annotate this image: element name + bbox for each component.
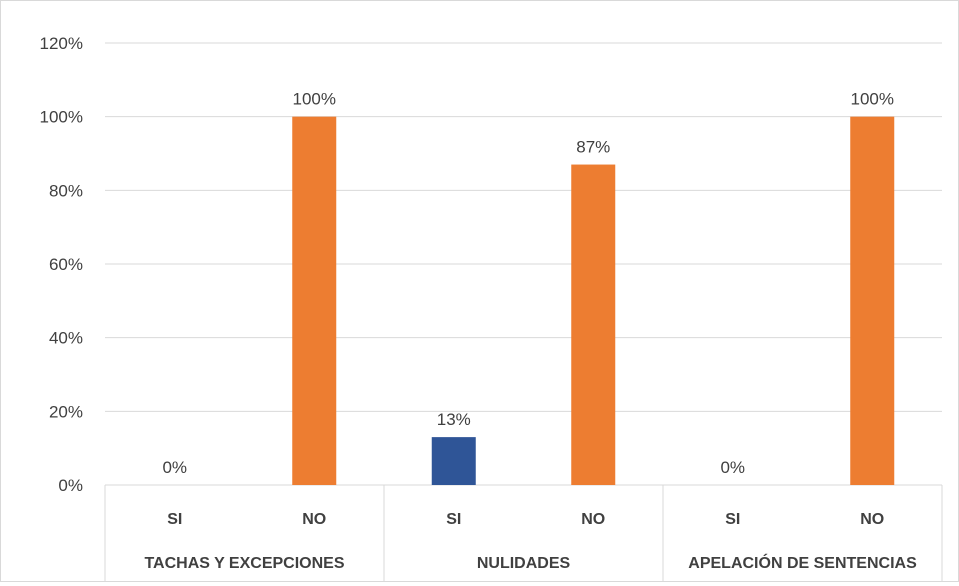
x-category-label: SI [446, 511, 461, 528]
x-category-label: NO [302, 511, 326, 528]
x-group-label: TACHAS Y EXCEPCIONES [144, 555, 344, 572]
bar-si [431, 437, 476, 485]
bar-no [292, 116, 337, 486]
y-tick-label: 80% [49, 181, 83, 200]
y-tick-label: 40% [49, 329, 83, 348]
bar-no [571, 164, 616, 486]
data-label: 100% [293, 90, 336, 109]
data-label: 87% [576, 138, 610, 157]
data-label: 0% [720, 458, 745, 477]
y-tick-label: 0% [58, 476, 83, 495]
x-group-label: NULIDADES [477, 555, 571, 572]
x-category-label: SI [167, 511, 182, 528]
data-label: 13% [437, 410, 471, 429]
x-group-label: APELACIÓN DE SENTENCIAS [688, 553, 917, 572]
y-tick-label: 100% [40, 108, 83, 127]
x-category-label: NO [860, 511, 884, 528]
y-tick-label: 20% [49, 402, 83, 421]
y-tick-label: 120% [40, 34, 83, 53]
y-tick-label: 60% [49, 255, 83, 274]
x-category-label: SI [725, 511, 740, 528]
x-category-label: NO [581, 511, 605, 528]
data-label: 0% [162, 458, 187, 477]
data-label: 100% [851, 90, 894, 109]
bar-no [850, 116, 895, 486]
